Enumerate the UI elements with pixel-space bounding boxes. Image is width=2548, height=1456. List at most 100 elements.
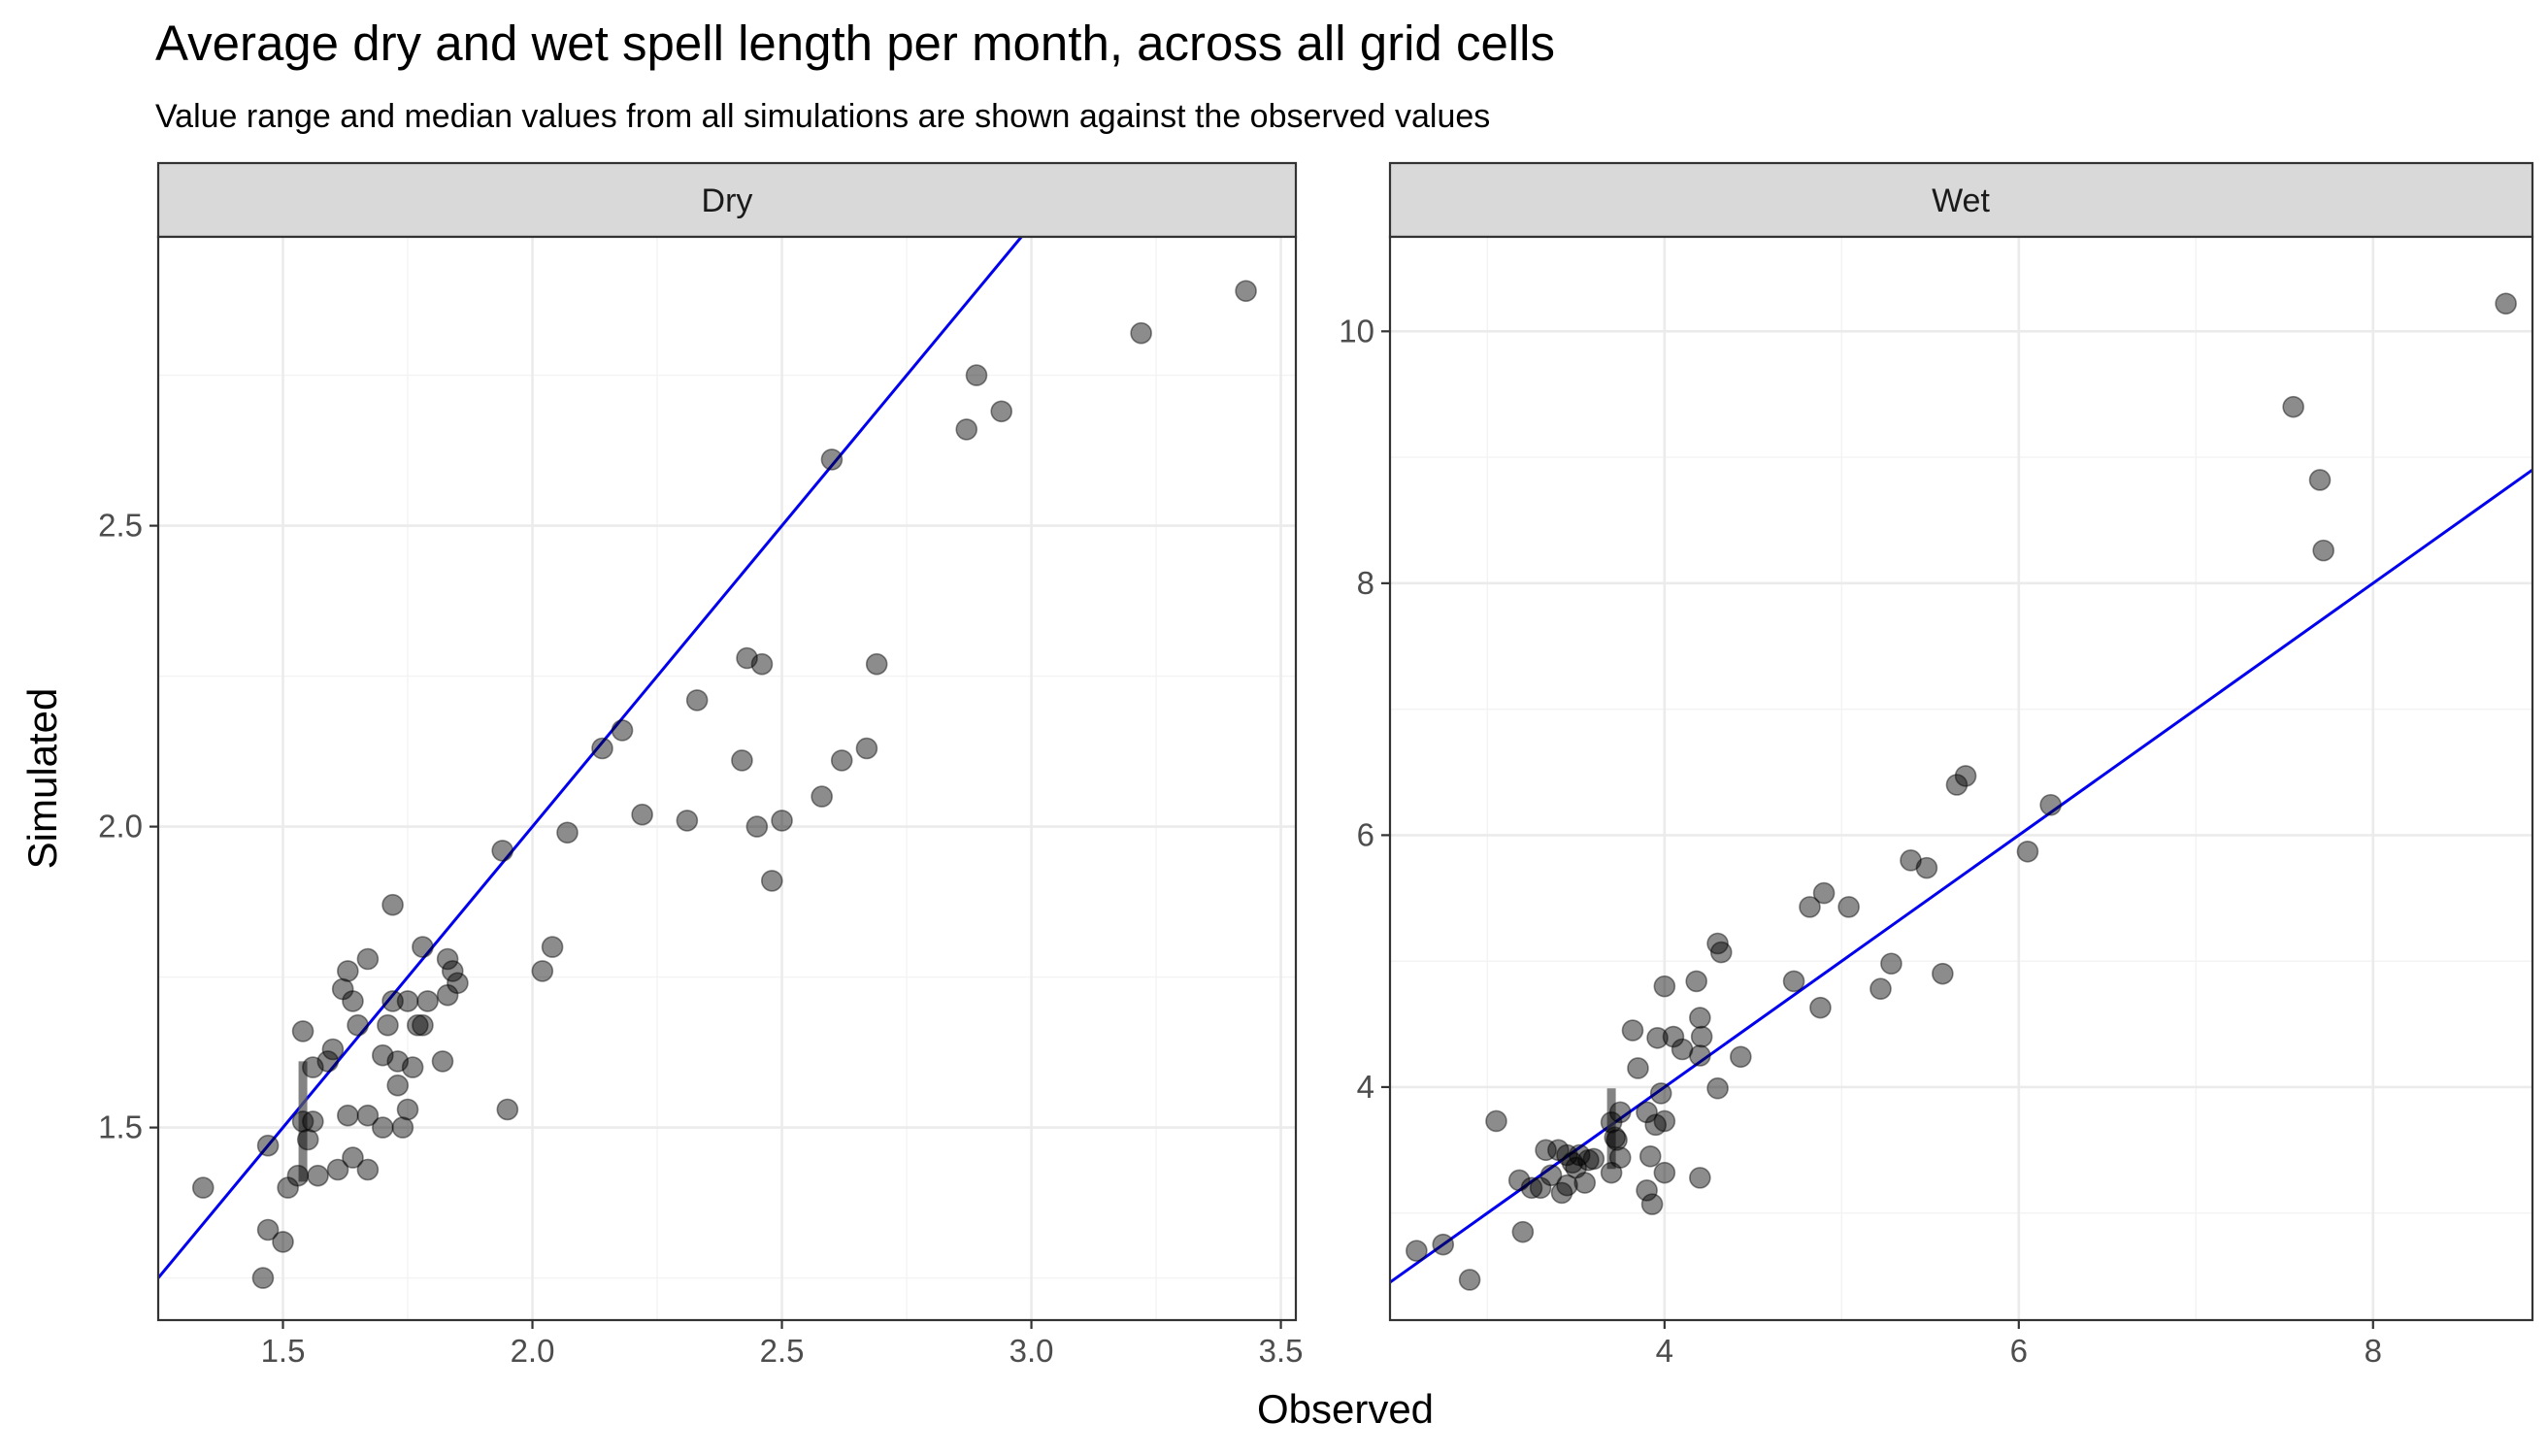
dry-grid	[158, 237, 1296, 1320]
wet-point-30	[1638, 1145, 1662, 1168]
dry-point-56	[736, 646, 758, 670]
dry-strip-label: Dry	[702, 182, 753, 219]
wet-point-37	[1653, 1161, 1676, 1184]
wet-y-tick-label-3: 10	[1339, 313, 1374, 348]
dry-point-39	[416, 990, 439, 1012]
wet-point-13	[1556, 1174, 1578, 1197]
wet-y-tick-label-1: 6	[1357, 816, 1374, 852]
dry-point-63	[830, 749, 853, 772]
wet-point-11	[1550, 1181, 1573, 1205]
dry-point-57	[745, 815, 769, 838]
dry-point-15	[326, 1158, 349, 1181]
wet-point-53	[1837, 896, 1860, 918]
wet-point-52	[1812, 881, 1836, 905]
wet-point-6	[1520, 1176, 1543, 1200]
dry-point-20	[342, 1146, 364, 1169]
wet-point-31	[1640, 1193, 1664, 1215]
wet-y-tick-label-2: 8	[1357, 565, 1374, 601]
wet-point-63	[2282, 395, 2304, 418]
dry-point-61	[811, 785, 833, 808]
dry-point-68	[990, 400, 1013, 423]
wet-point-57	[1915, 856, 1938, 879]
wet-point-65	[2312, 539, 2334, 562]
dry-strip	[156, 161, 1298, 239]
wet-point-35	[1653, 975, 1676, 998]
dry-panel: Dry 1.5 2.0 2.5 3.0 3.5 1.5 2.0 2.5	[98, 161, 1304, 1369]
wet-point-38	[1662, 1025, 1685, 1048]
dry-point-51	[611, 719, 634, 742]
dry-point-29	[381, 990, 404, 1012]
wet-point-33	[1646, 1027, 1669, 1049]
dry-point-36	[406, 1013, 429, 1037]
dry-point-4	[272, 1231, 294, 1253]
wet-x-tick-label-1: 6	[2010, 1333, 2028, 1369]
wet-point-66	[2495, 292, 2517, 315]
wet-point-41	[1689, 1044, 1711, 1067]
dry-x-tick-label-2: 2.5	[760, 1333, 805, 1369]
dry-point-35	[401, 1056, 424, 1078]
wet-identity-line	[1389, 468, 2533, 1284]
dry-point-38	[412, 936, 434, 958]
wet-panel-border	[1388, 235, 2534, 1322]
dry-point-69	[1130, 321, 1152, 345]
dry-point-33	[396, 990, 419, 1012]
dry-point-17	[337, 960, 359, 982]
dry-y-axis: 1.5 2.0 2.5	[98, 508, 158, 1145]
wet-point-50	[1799, 896, 1821, 918]
dry-point-10	[302, 1110, 324, 1133]
wet-point-19	[1582, 1147, 1605, 1171]
dry-point-32	[391, 1116, 414, 1139]
dry-point-41	[436, 983, 459, 1007]
y-axis-title: Simulated	[19, 688, 65, 870]
wet-point-40	[1685, 970, 1707, 993]
dry-point-67	[965, 364, 988, 386]
wet-point-49	[1782, 970, 1805, 993]
dry-point-13	[316, 1050, 340, 1073]
dry-point-12	[307, 1164, 329, 1187]
wet-point-8	[1535, 1139, 1557, 1162]
dry-point-37	[412, 1013, 434, 1037]
dry-points	[191, 280, 1257, 1289]
wet-point-29	[1636, 1101, 1658, 1124]
dry-point-18	[337, 1104, 359, 1127]
dry-point-6	[286, 1164, 310, 1187]
wet-panel: Wet 4 6 8 4 6 8 10	[1339, 161, 2534, 1369]
wet-point-7	[1529, 1176, 1552, 1200]
wet-point-5	[1511, 1220, 1535, 1243]
wet-x-axis: 4 6 8	[1656, 1320, 2382, 1369]
wet-point-43	[1689, 1007, 1711, 1029]
wet-point-14	[1561, 1151, 1584, 1175]
wet-point-1	[1432, 1233, 1455, 1256]
wet-point-15	[1565, 1156, 1587, 1179]
dry-point-64	[855, 737, 878, 760]
dry-x-tick-label-4: 3.5	[1259, 1333, 1304, 1369]
wet-point-18	[1577, 1148, 1600, 1172]
dry-point-53	[676, 810, 699, 832]
dry-point-54	[685, 689, 709, 711]
dry-point-62	[820, 448, 844, 471]
dry-point-50	[591, 737, 613, 760]
dry-point-8	[291, 1020, 314, 1042]
wet-point-59	[1945, 774, 1969, 796]
dry-point-55	[731, 749, 753, 772]
wet-point-3	[1485, 1109, 1507, 1133]
chart-title: Average dry and wet spell length per mon…	[155, 16, 1555, 71]
dry-point-2	[256, 1218, 280, 1241]
wet-reference-line	[1389, 468, 2533, 1284]
dry-point-49	[556, 821, 579, 844]
wet-point-61	[2016, 840, 2039, 863]
wet-point-56	[1900, 849, 1922, 872]
dry-point-28	[381, 893, 404, 916]
wet-point-64	[2308, 469, 2332, 491]
dry-y-tick-label-2: 2.5	[98, 508, 143, 544]
wet-point-23	[1605, 1129, 1628, 1151]
wet-point-12	[1556, 1143, 1578, 1167]
dry-point-16	[331, 977, 354, 1001]
wet-points	[1406, 292, 2517, 1291]
wet-point-32	[1644, 1113, 1668, 1137]
dry-point-23	[356, 1158, 380, 1181]
wet-point-60	[1954, 765, 1977, 787]
dry-point-58	[750, 652, 774, 676]
wet-point-24	[1608, 1101, 1632, 1124]
